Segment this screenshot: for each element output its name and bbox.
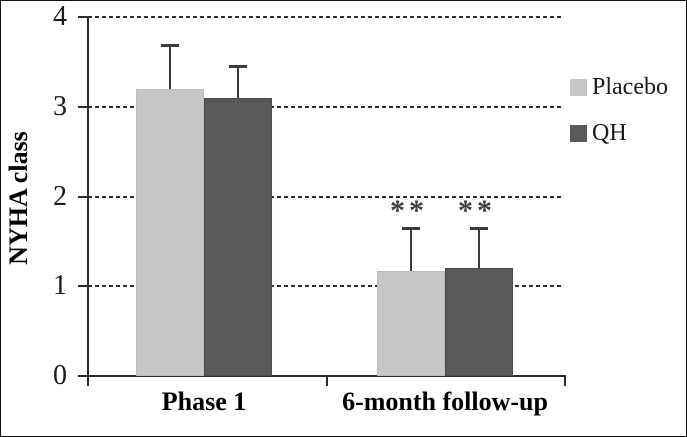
bar-qh-2	[445, 268, 513, 376]
y-axis-tick	[78, 285, 88, 288]
error-bar-cap	[402, 226, 420, 230]
x-category-label: 6-month follow-up	[342, 387, 548, 416]
gridline-y4	[88, 16, 564, 18]
gridline-y2	[88, 195, 564, 198]
error-bar-line	[237, 67, 239, 98]
significance-marker: **	[458, 193, 496, 227]
x-category-label: Phase 1	[161, 387, 247, 416]
y-axis-tick	[78, 375, 88, 377]
error-bar-cap	[470, 226, 488, 230]
legend-item-qh: QH	[570, 119, 668, 148]
legend-swatch-qh	[570, 125, 587, 142]
legend-item-placebo: Placebo	[570, 73, 668, 102]
y-tick-label: 4	[53, 1, 67, 32]
error-bar-line	[478, 228, 480, 269]
y-axis-line	[87, 17, 89, 386]
bar-qh-1	[204, 97, 272, 376]
y-tick-label: 3	[53, 90, 67, 122]
error-bar-line	[169, 45, 171, 89]
legend-label: QH	[592, 120, 627, 146]
legend: Placebo QH	[570, 73, 668, 148]
significance-marker: **	[390, 193, 428, 227]
y-axis-tick	[78, 16, 88, 18]
gridline-y1	[88, 285, 564, 288]
legend-label: Placebo	[592, 74, 668, 100]
y-tick-label: 1	[53, 270, 67, 302]
y-tick-label: 0	[53, 360, 67, 391]
error-bar-line	[410, 228, 412, 271]
x-axis-tick	[564, 376, 566, 386]
bar-placebo-2	[377, 270, 445, 376]
legend-swatch-placebo	[570, 79, 587, 96]
y-axis-tick	[78, 105, 88, 108]
gridline-y3	[88, 105, 564, 108]
error-bar-cap	[229, 65, 247, 69]
y-axis-tick	[78, 195, 88, 198]
error-bar-cap	[161, 43, 179, 47]
y-tick-label: 2	[53, 180, 67, 212]
bar-placebo-1	[136, 88, 204, 376]
x-axis-tick	[325, 376, 328, 386]
